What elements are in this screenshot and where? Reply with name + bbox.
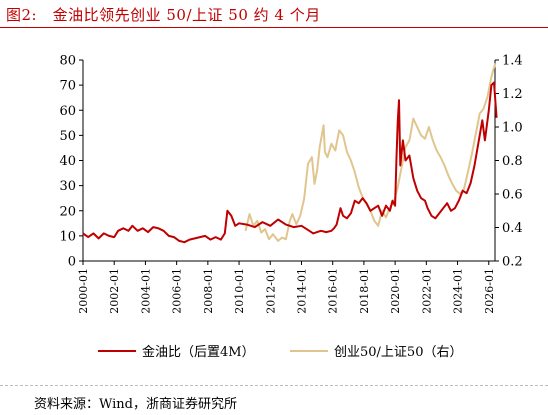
legend-chinext50-sse50-label: 创业50/上证50（右） <box>334 345 462 360</box>
series-layer <box>82 63 498 244</box>
gold-oil-ratio-line <box>82 81 498 244</box>
source-note: 资料来源：Wind，浙商证券研究所 <box>34 397 237 412</box>
left-tick-label: 0 <box>68 255 76 270</box>
x-tick-label: 2016-01 <box>327 268 340 314</box>
left-axis-ticks: 0 10 20 30 40 50 60 70 80 <box>59 54 83 270</box>
left-tick-label: 40 <box>59 154 76 169</box>
source-rule <box>0 385 548 386</box>
x-tick-label: 2026-01 <box>483 268 496 314</box>
left-tick-label: 50 <box>59 129 76 144</box>
right-tick-label: 0.8 <box>502 154 523 169</box>
left-tick-label: 10 <box>59 229 76 244</box>
x-tick-label: 2014-01 <box>295 268 308 314</box>
x-tick-label: 2000-01 <box>77 268 90 314</box>
x-tick-label: 2008-01 <box>202 268 215 314</box>
x-tick-label: 2020-01 <box>389 268 402 314</box>
x-tick-label: 2024-01 <box>452 268 465 314</box>
right-axis-ticks: 0.2 0.4 0.6 0.8 1.0 1.2 1.4 <box>495 54 523 270</box>
x-tick-label: 2004-01 <box>139 268 152 314</box>
right-tick-label: 0.2 <box>502 255 523 270</box>
left-tick-label: 80 <box>59 54 76 69</box>
title-rule <box>0 27 548 28</box>
right-tick-label: 1.0 <box>502 121 523 136</box>
legend: 金油比（后置4M） 创业50/上证50（右） <box>98 344 462 360</box>
figure-title: 图2: 金油比领先创业 50/上证 50 约 4 个月 <box>6 6 321 24</box>
right-tick-label: 0.4 <box>502 221 523 236</box>
left-tick-label: 60 <box>59 104 76 119</box>
x-tick-label: 2010-01 <box>233 268 246 314</box>
right-tick-label: 1.2 <box>502 87 523 102</box>
legend-gold-oil-ratio-label: 金油比（后置4M） <box>142 344 255 360</box>
chinext50-sse50-line <box>244 63 497 242</box>
left-tick-label: 70 <box>59 79 76 94</box>
right-tick-label: 0.6 <box>502 188 523 203</box>
x-tick-label: 2022-01 <box>420 268 433 314</box>
left-tick-label: 20 <box>59 204 76 219</box>
x-tick-label: 2006-01 <box>171 268 184 314</box>
right-tick-label: 1.4 <box>502 54 523 69</box>
x-axis-ticks: 2000-01 2002-01 2004-01 2006-01 2008-01 2010-… <box>77 261 496 314</box>
x-tick-label: 2002-01 <box>108 268 121 314</box>
x-tick-label: 2012-01 <box>264 268 277 314</box>
x-tick-label: 2018-01 <box>358 268 371 314</box>
left-tick-label: 30 <box>59 179 76 194</box>
